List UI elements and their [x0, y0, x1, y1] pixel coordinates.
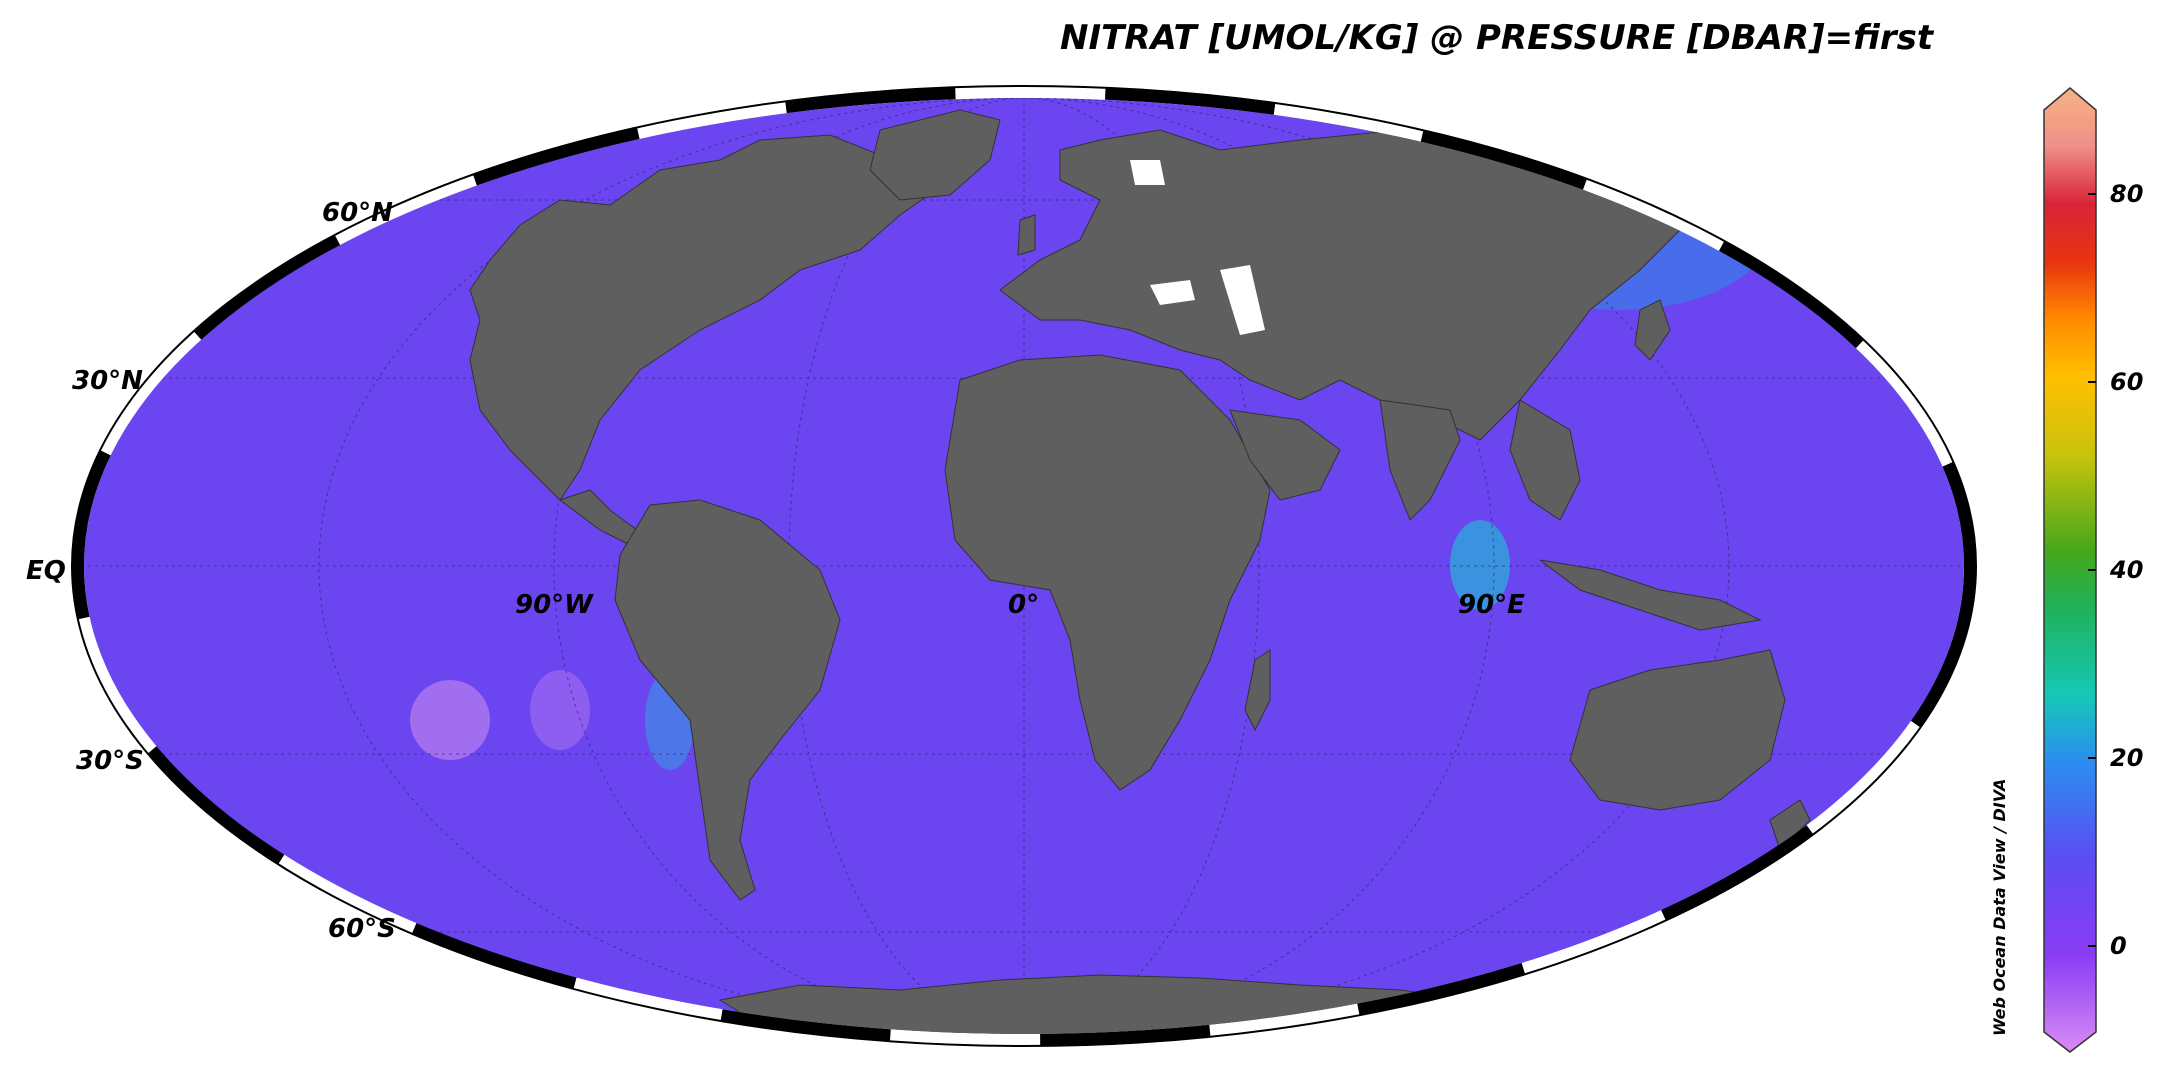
- frame-dashes: [72, 86, 1976, 1046]
- indonesia: [1539, 559, 1762, 631]
- lat-label-60s: 60°S: [328, 914, 396, 944]
- africa: [944, 354, 1271, 791]
- equatorial-upwelling-patch: [1450, 520, 1510, 610]
- india: [1379, 399, 1461, 521]
- australia: [1569, 649, 1786, 811]
- new-zealand: [1769, 799, 1811, 851]
- lon-label-90e: 90°E: [1458, 590, 1525, 620]
- colorbar-tick-20: 20: [2110, 744, 2144, 772]
- arabia: [1229, 409, 1341, 501]
- japan: [1634, 299, 1671, 361]
- map-title: NITRAT [UMOL/KG] @ PRESSURE [DBAR]=first: [1060, 18, 1934, 58]
- uk: [1017, 214, 1036, 256]
- colorbar: [2043, 87, 2097, 1053]
- colorbar-tick-40: 40: [2110, 556, 2144, 584]
- lat-label-30n: 30°N: [72, 366, 143, 396]
- madagascar: [1244, 649, 1271, 732]
- colorbar-tick-80: 80: [2110, 180, 2144, 208]
- land: [469, 109, 1811, 1034]
- europe-asia: [999, 129, 1681, 461]
- lon-label-0: 0°: [1008, 590, 1040, 620]
- colorbar-tick-60: 60: [2110, 368, 2144, 396]
- lat-label-eq: EQ: [26, 556, 66, 586]
- lat-label-30s: 30°S: [76, 746, 144, 776]
- greenland: [869, 109, 1001, 201]
- inland-seas: [1130, 160, 1265, 335]
- southern-ocean-high-nitrate: [124, 794, 1924, 1034]
- pacific-patch: [410, 680, 490, 760]
- colorbar-bar: [2043, 87, 2097, 1053]
- north-america: [469, 134, 951, 501]
- lon-label-90w: 90°W: [515, 590, 593, 620]
- southeast-asia: [1509, 399, 1581, 521]
- antarctica: [718, 974, 1482, 1034]
- lat-label-60n: 60°N: [322, 198, 393, 228]
- pacific-patch-2: [530, 670, 590, 750]
- credit-label: Web Ocean Data View / DIVA: [1990, 778, 2009, 1036]
- south-america: [614, 499, 841, 901]
- colorbar-tick-0: 0: [2110, 932, 2127, 960]
